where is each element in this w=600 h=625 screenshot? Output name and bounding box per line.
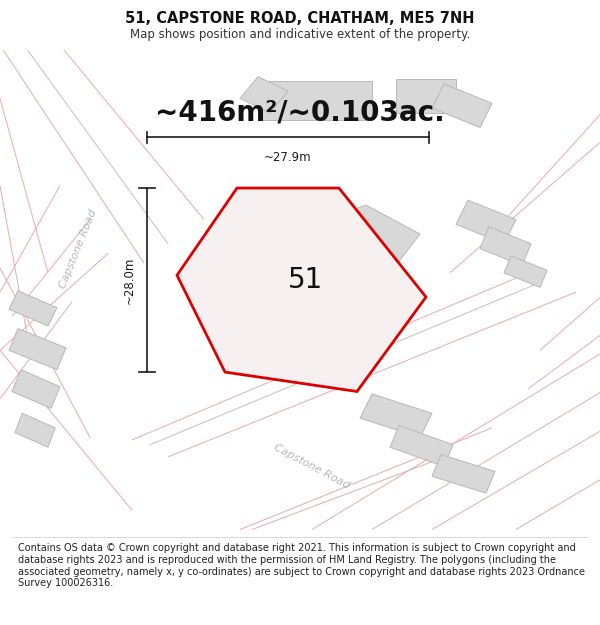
Text: Capstone Road: Capstone Road bbox=[58, 208, 98, 289]
Text: Capstone Road: Capstone Road bbox=[272, 442, 352, 491]
Polygon shape bbox=[396, 79, 456, 113]
Polygon shape bbox=[213, 217, 366, 324]
Polygon shape bbox=[240, 77, 288, 113]
Text: ~27.9m: ~27.9m bbox=[264, 151, 312, 164]
Polygon shape bbox=[258, 81, 372, 120]
Polygon shape bbox=[432, 454, 495, 493]
Polygon shape bbox=[12, 369, 60, 409]
Text: ~416m²/~0.103ac.: ~416m²/~0.103ac. bbox=[155, 99, 445, 127]
Text: 51: 51 bbox=[288, 266, 323, 294]
Polygon shape bbox=[480, 227, 531, 266]
Polygon shape bbox=[504, 256, 547, 288]
Polygon shape bbox=[177, 188, 426, 391]
Text: ~28.0m: ~28.0m bbox=[123, 256, 136, 304]
Polygon shape bbox=[456, 200, 516, 244]
Polygon shape bbox=[390, 426, 453, 466]
Polygon shape bbox=[9, 291, 57, 326]
Polygon shape bbox=[360, 394, 432, 438]
Polygon shape bbox=[15, 413, 55, 447]
Text: 51, CAPSTONE ROAD, CHATHAM, ME5 7NH: 51, CAPSTONE ROAD, CHATHAM, ME5 7NH bbox=[125, 11, 475, 26]
Polygon shape bbox=[9, 329, 66, 369]
Text: Map shows position and indicative extent of the property.: Map shows position and indicative extent… bbox=[130, 28, 470, 41]
Polygon shape bbox=[333, 205, 420, 272]
Polygon shape bbox=[432, 84, 492, 127]
Text: Contains OS data © Crown copyright and database right 2021. This information is : Contains OS data © Crown copyright and d… bbox=[18, 543, 585, 588]
